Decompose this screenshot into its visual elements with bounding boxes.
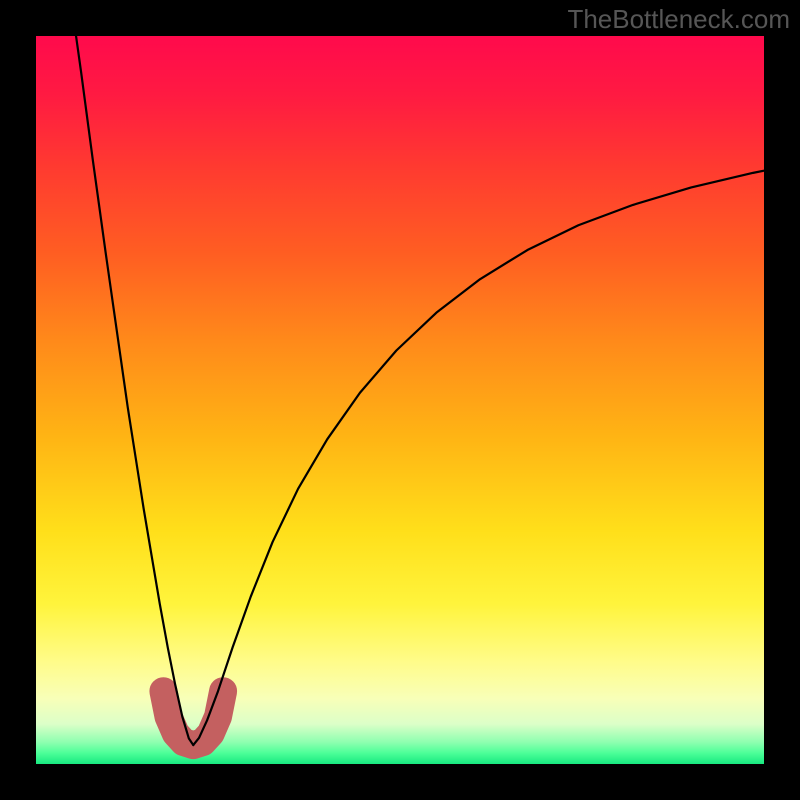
- watermark-text: TheBottleneck.com: [567, 4, 790, 35]
- figure-canvas: TheBottleneck.com: [0, 0, 800, 800]
- plot-area: [36, 36, 764, 764]
